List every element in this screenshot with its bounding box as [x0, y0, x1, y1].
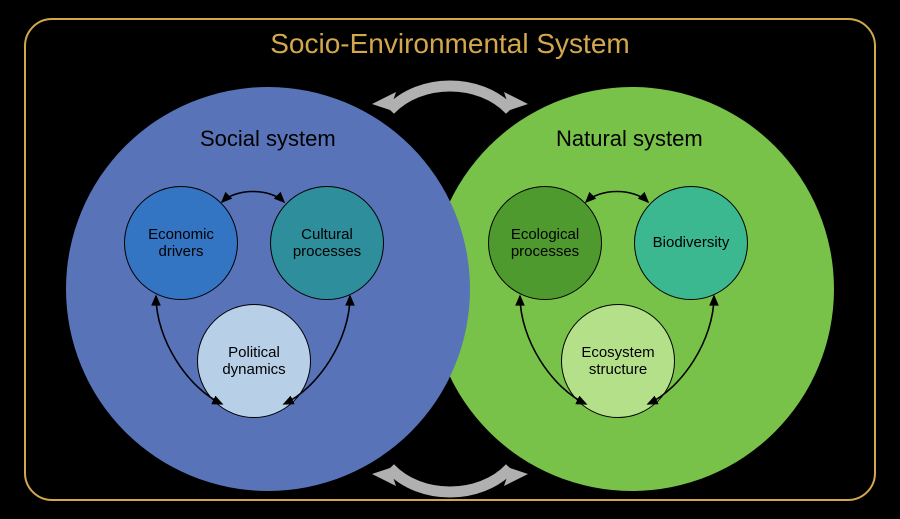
political-dynamics-label: Politicaldynamics: [218, 340, 289, 383]
economic-drivers-label: Economicdrivers: [144, 222, 218, 265]
economic-drivers-node: Economicdrivers: [124, 186, 238, 300]
ecosystem-structure-label: Ecosystemstructure: [577, 340, 658, 383]
ecological-processes-label: Ecologicalprocesses: [507, 222, 583, 265]
diagram-title: Socio-Environmental System: [0, 28, 900, 60]
social-system-label: Social system: [200, 126, 336, 152]
political-dynamics-node: Politicaldynamics: [197, 304, 311, 418]
cultural-processes-label: Culturalprocesses: [289, 222, 365, 265]
biodiversity-node: Biodiversity: [634, 186, 748, 300]
biodiversity-label: Biodiversity: [649, 230, 734, 255]
ecological-processes-node: Ecologicalprocesses: [488, 186, 602, 300]
natural-system-label: Natural system: [556, 126, 703, 152]
ecosystem-structure-node: Ecosystemstructure: [561, 304, 675, 418]
cultural-processes-node: Culturalprocesses: [270, 186, 384, 300]
